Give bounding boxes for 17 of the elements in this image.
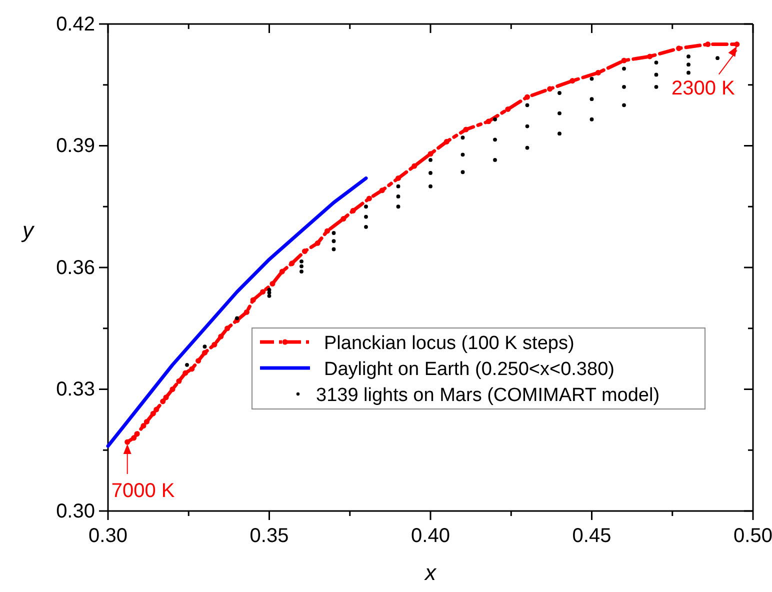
legend-label: Daylight on Earth (0.250<x<0.380)	[324, 359, 614, 380]
x-axis-title: x	[424, 560, 437, 585]
x-tick-label: 0.35	[250, 525, 289, 547]
y-tick-label: 0.33	[56, 378, 95, 401]
y-tick-label: 0.39	[56, 135, 95, 158]
annotation: 2300 K	[671, 77, 736, 100]
x-tick-label: 0.40	[411, 525, 450, 547]
y-axis-title: y	[20, 218, 36, 242]
y-tick-label: 0.42	[56, 13, 95, 36]
x-tick-label: 0.50	[734, 525, 772, 547]
y-tick-label: 0.36	[56, 256, 95, 279]
legend-label: 3139 lights on Mars (COMIMART model)	[316, 385, 660, 406]
annotation: 7000 K	[111, 480, 176, 502]
x-tick-label: 0.45	[572, 525, 612, 547]
x-tick-label: 0.30	[88, 525, 128, 547]
legend-label: Planckian locus (100 K steps)	[324, 333, 574, 354]
y-tick-label: 0.30	[56, 500, 95, 522]
